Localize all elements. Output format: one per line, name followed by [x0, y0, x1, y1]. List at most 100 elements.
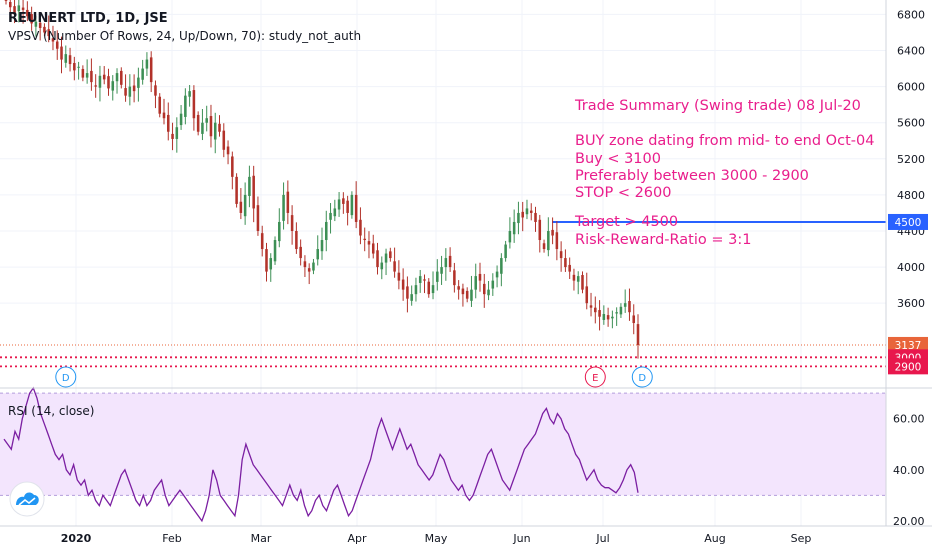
candle-body	[623, 303, 627, 307]
candle-body	[389, 251, 392, 259]
candle-body	[141, 68, 144, 80]
candle-body	[384, 253, 388, 263]
event-marker-label: D	[62, 373, 70, 384]
time-tick-label: Apr	[347, 532, 367, 545]
candle-body	[269, 258, 273, 270]
event-marker[interactable]	[55, 366, 77, 388]
candle-body	[457, 286, 460, 290]
candle-body	[81, 68, 85, 78]
candle-body	[73, 62, 76, 71]
candle-body	[611, 316, 614, 319]
candle-body	[329, 212, 332, 220]
candle-body	[512, 221, 516, 235]
candle-body	[397, 272, 401, 281]
candle-body	[290, 215, 294, 231]
candle-body	[209, 116, 213, 137]
price-tick-label: 6400	[897, 45, 925, 58]
candle-body	[581, 275, 584, 290]
candle-body	[465, 290, 469, 299]
candle-body	[427, 281, 431, 295]
event-marker[interactable]	[631, 366, 653, 388]
candle-body	[47, 29, 50, 37]
tradingview-cloud-icon[interactable]	[9, 481, 45, 517]
candle-body	[248, 176, 251, 196]
rsi-axis-ticks[interactable]: 20.00 40.00 60.00	[893, 413, 925, 528]
price-badge-label: 2900	[895, 361, 922, 373]
candle-body	[414, 285, 418, 295]
candle-body	[64, 54, 68, 63]
candle-body	[38, 22, 42, 28]
candle-body	[107, 76, 110, 89]
candle-body	[213, 122, 217, 140]
candle-body	[239, 201, 243, 213]
candle-body	[555, 232, 559, 250]
candle-body	[363, 238, 366, 241]
time-tick-label: Jun	[512, 532, 530, 545]
candle-body	[286, 191, 290, 213]
price-badge	[888, 336, 928, 353]
candle-body	[8, 1, 12, 8]
candle-body	[265, 249, 268, 272]
candle-body	[423, 279, 426, 281]
candle-body	[256, 205, 260, 231]
candle-body	[154, 85, 157, 96]
candle-body	[542, 243, 546, 250]
candle-body	[94, 85, 97, 87]
candle-body	[564, 258, 567, 268]
candle-body	[529, 210, 533, 213]
candle-body	[184, 95, 187, 117]
candle-body	[393, 261, 396, 272]
candle-body	[589, 305, 593, 308]
candle-body	[508, 230, 512, 243]
candle-body	[444, 258, 448, 268]
study-label[interactable]: VPSV (Number Of Rows, 24, Up/Down, 70): …	[8, 29, 361, 43]
candle-body	[145, 59, 149, 69]
candle-body	[482, 283, 486, 295]
candle-body	[572, 274, 576, 281]
event-marker[interactable]	[584, 366, 606, 388]
time-axis-ticks[interactable]: 2020 Feb Mar Apr May Jun Jul Aug Sep	[61, 532, 812, 545]
candle-body	[342, 198, 345, 204]
candle-body	[538, 219, 542, 241]
time-tick-label: 2020	[61, 532, 92, 545]
candle-body	[235, 176, 238, 204]
candle-body	[359, 219, 362, 236]
candle-body	[192, 90, 196, 119]
candle-body	[376, 250, 379, 268]
candle-body	[162, 112, 166, 119]
candle-body	[299, 246, 302, 259]
candle-body	[594, 307, 597, 313]
candle-body	[196, 114, 200, 132]
candle-body	[615, 312, 618, 314]
candle-body	[21, 7, 25, 10]
candle-body	[17, 5, 21, 12]
rsi-tick-label: 40.00	[893, 464, 925, 477]
time-tick-label: Feb	[162, 532, 181, 545]
candle-body	[440, 267, 443, 274]
rsi-pane[interactable]	[0, 386, 886, 523]
candle-body	[115, 73, 119, 82]
rsi-label[interactable]: RSI (14, close)	[8, 404, 94, 418]
candle-body	[295, 230, 298, 250]
candle-body	[278, 221, 281, 242]
candle-body	[453, 270, 456, 286]
candle-body	[337, 199, 341, 210]
candle-body	[436, 271, 439, 282]
candle-body	[525, 208, 529, 215]
price-badge-label: 4500	[895, 217, 922, 229]
candle-body	[243, 194, 247, 217]
trade-summary-annotation[interactable]: Trade Summary (Swing trade) 08 Jul-20 BUY…	[574, 98, 874, 248]
candle-body	[628, 301, 631, 313]
price-tick-label: 6800	[897, 8, 925, 21]
candle-body	[547, 230, 550, 251]
rsi-tick-label: 20.00	[893, 515, 925, 528]
candle-body	[303, 261, 307, 268]
chart-title[interactable]: REUNERT LTD, 1D, JSE	[8, 11, 168, 26]
candle-body	[260, 233, 264, 250]
